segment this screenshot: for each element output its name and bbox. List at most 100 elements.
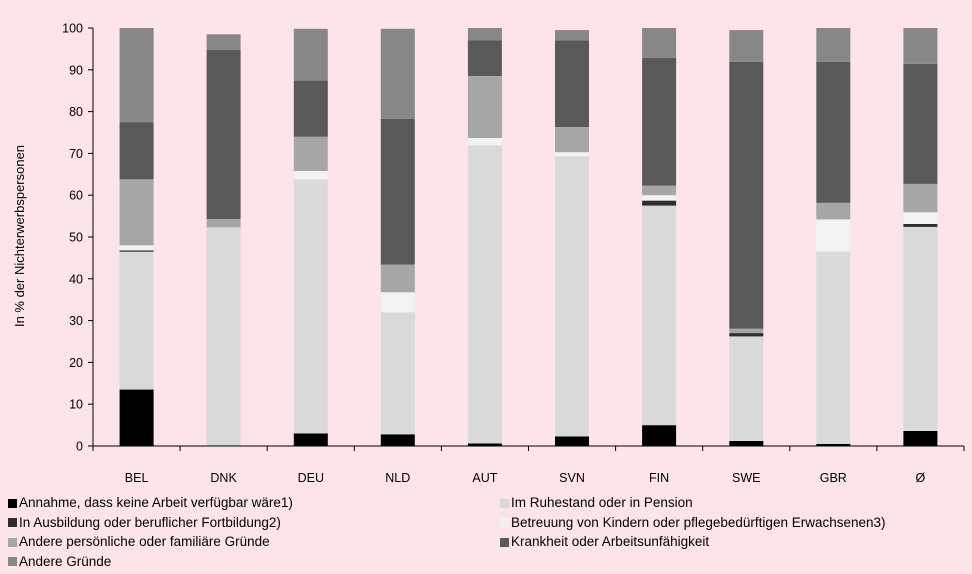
bar-segment-NLD-7	[380, 28, 415, 119]
legend-label: Im Ruhestand oder in Pension	[511, 495, 693, 510]
bar-segment-DNK-7	[206, 34, 241, 50]
y-tick-label: 60	[69, 189, 83, 203]
bar-segment-SWE-0	[729, 441, 764, 446]
bar-segment-Ø-5	[903, 183, 938, 213]
legend: Annahme, dass keine Arbeit verfügbar wär…	[8, 494, 968, 571]
bar-segment-GBR-0	[816, 443, 851, 446]
legend-swatch-icon	[500, 537, 509, 547]
bar-segment-GBR-2	[816, 251, 851, 444]
bar-segment-GBR-4	[816, 219, 851, 252]
legend-label: Annahme, dass keine Arbeit verfügbar wär…	[19, 495, 293, 510]
y-tick-label: 90	[69, 63, 83, 77]
bar-segment-NLD-5	[380, 264, 415, 293]
legend-item: Annahme, dass keine Arbeit verfügbar wär…	[8, 494, 500, 513]
bar-segment-FIN-5	[642, 185, 677, 196]
y-tick-label: 40	[69, 272, 83, 286]
bar-segment-FIN-7	[642, 28, 677, 58]
legend-swatch-icon	[8, 518, 17, 528]
bar-segment-SVN-2	[555, 156, 589, 437]
bar-segment-Ø-7	[903, 28, 938, 64]
x-tick-label: DNK	[210, 471, 237, 485]
x-tick-label: Ø	[916, 471, 926, 485]
x-tick-label: SVN	[559, 471, 585, 485]
legend-item: Krankheit oder Arbeitsunfähigkeit	[500, 533, 970, 552]
bar-segment-BEL-2	[119, 251, 154, 390]
bars-group	[119, 28, 938, 446]
bar-segment-SVN-6	[555, 40, 589, 127]
bar-segment-BEL-7	[119, 28, 154, 123]
bar-segment-Ø-3	[903, 224, 938, 227]
y-axis-title: In % der Nichterwerbspersonen	[12, 145, 27, 327]
bar-segment-SWE-3	[729, 333, 764, 337]
bar-segment-DEU-0	[293, 433, 328, 446]
bar-segment-AUT-7	[467, 28, 502, 41]
y-tick-label: 10	[69, 398, 83, 412]
x-tick-label: SWE	[732, 471, 760, 485]
bar-segment-BEL-0	[119, 389, 154, 446]
bar-segment-DNK-2	[206, 227, 241, 446]
bar-segment-Ø-4	[903, 212, 938, 224]
legend-swatch-icon	[8, 557, 17, 567]
bar-segment-SVN-4	[555, 152, 589, 157]
legend-label: Krankheit oder Arbeitsunfähigkeit	[511, 534, 710, 549]
y-tick-label: 100	[62, 22, 83, 36]
bar-segment-BEL-3	[119, 250, 154, 252]
bar-segment-DEU-6	[293, 80, 328, 137]
x-tick-label: FIN	[649, 471, 669, 485]
legend-label: In Ausbildung oder beruflicher Fortbildu…	[19, 514, 281, 530]
bar-segment-Ø-2	[903, 227, 938, 431]
x-tick-label: NLD	[385, 471, 410, 485]
axes-group: BEL DNK DEU NLD AUT SVN FIN SWE GBR Ø 0 10 20 30 40 50 6…	[62, 22, 965, 485]
bar-segment-FIN-2	[642, 205, 677, 426]
legend-item: Andere persönliche oder familiäre Gründe	[8, 533, 500, 552]
bar-segment-FIN-0	[642, 425, 677, 446]
bar-segment-DEU-2	[293, 179, 328, 434]
bar-segment-SWE-5	[729, 328, 764, 334]
bar-segment-GBR-5	[816, 202, 851, 220]
y-tick-label: 20	[69, 356, 83, 370]
bar-segment-NLD-2	[380, 312, 415, 435]
bar-segment-DEU-7	[293, 28, 328, 81]
bar-segment-NLD-0	[380, 434, 415, 446]
y-tick-label: 30	[69, 314, 83, 328]
legend-swatch-icon	[500, 498, 509, 508]
y-tick-label: 50	[69, 231, 83, 245]
bar-segment-DEU-4	[293, 171, 328, 180]
bar-segment-FIN-3	[642, 200, 677, 206]
legend-swatch-icon	[500, 518, 509, 528]
bar-segment-FIN-4	[642, 195, 677, 201]
legend-item: In Ausbildung oder beruflicher Fortbildu…	[8, 514, 500, 533]
x-tick-label: DEU	[298, 471, 324, 485]
bar-segment-DNK-5	[206, 219, 241, 228]
bar-segment-SWE-2	[729, 336, 764, 441]
bar-segment-DNK-6	[206, 49, 241, 220]
bar-segment-FIN-6	[642, 57, 677, 186]
legend-label: Betreuung von Kindern oder pflegebedürft…	[511, 514, 886, 530]
stacked-bar-chart: In % der Nichterwerbspersonen BEL DNK DEU N…	[12, 22, 965, 485]
bar-segment-GBR-7	[816, 28, 851, 62]
bar-segment-Ø-6	[903, 63, 938, 184]
legend-item: Andere Gründe	[8, 553, 500, 572]
bar-segment-GBR-6	[816, 61, 851, 203]
bar-segment-NLD-6	[380, 118, 415, 265]
legend-label: Andere persönliche oder familiäre Gründe	[19, 534, 270, 549]
y-tick-label: 70	[69, 147, 83, 161]
bar-segment-AUT-0	[467, 443, 502, 446]
bar-segment-SVN-0	[555, 436, 589, 446]
legend-item: Betreuung von Kindern oder pflegebedürft…	[500, 514, 970, 533]
legend-item: Im Ruhestand oder in Pension	[500, 494, 970, 513]
bar-segment-AUT-2	[467, 145, 502, 444]
bar-segment-BEL-4	[119, 245, 154, 251]
legend-swatch-icon	[8, 498, 17, 508]
bar-segment-AUT-4	[467, 137, 502, 146]
bar-segment-BEL-6	[119, 122, 154, 180]
bar-segment-Ø-0	[903, 431, 938, 446]
bar-segment-SWE-6	[729, 61, 764, 329]
x-tick-label: GBR	[820, 471, 847, 485]
legend-label: Andere Gründe	[19, 553, 112, 569]
bar-segment-NLD-4	[380, 292, 415, 313]
x-tick-label: AUT	[472, 471, 497, 485]
bar-segment-DEU-5	[293, 136, 328, 171]
x-tick-label: BEL	[125, 471, 149, 485]
legend-swatch-icon	[8, 537, 17, 547]
